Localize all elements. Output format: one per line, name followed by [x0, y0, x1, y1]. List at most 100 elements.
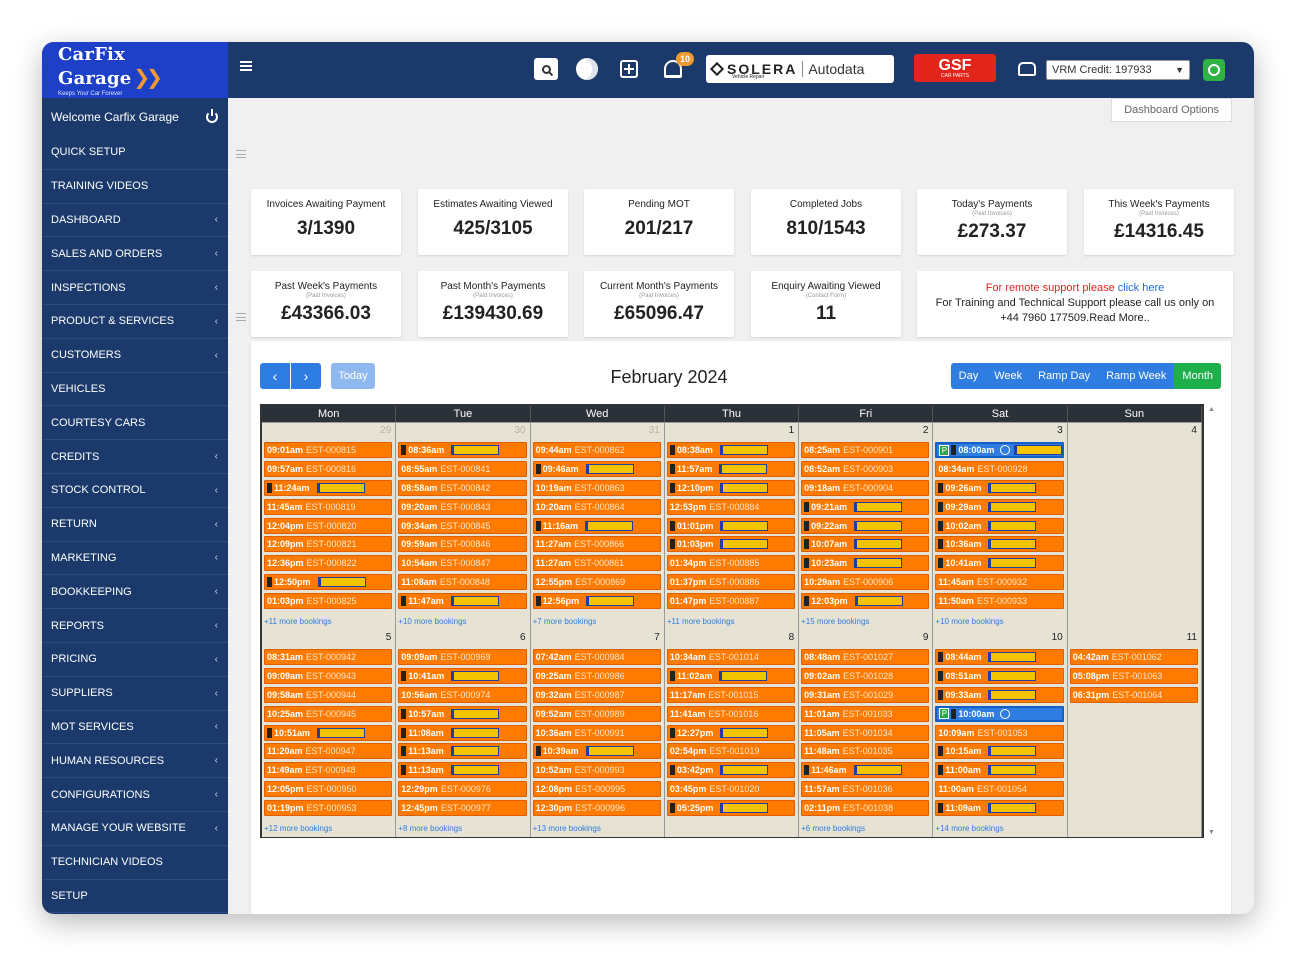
sidebar-item[interactable]: RETURN ‹ [42, 508, 228, 542]
booking-event[interactable]: 10:09am EST-001053 [935, 724, 1064, 741]
booking-event[interactable]: 11:17am EST-001015 [666, 686, 796, 703]
stat-card[interactable]: Past Month's Payments (Paid Invoices) £139… [418, 271, 568, 337]
booking-event[interactable]: 10:41am [398, 667, 527, 684]
more-bookings-link[interactable]: +15 more bookings [801, 617, 870, 626]
notification-bell-icon[interactable] [664, 60, 682, 78]
booking-event[interactable]: 12:55pm EST-000869 [532, 574, 661, 591]
sidebar-item[interactable]: PRICING ‹ [42, 643, 228, 677]
booking-event[interactable]: 09:22am [801, 517, 930, 534]
booking-event[interactable]: 11:16am [532, 517, 661, 534]
booking-event[interactable]: 01:03pm [666, 536, 796, 553]
booking-event[interactable]: 01:03pm EST-000825 [264, 593, 393, 610]
booking-event[interactable]: 01:37pm EST-000886 [666, 574, 796, 591]
sidebar-item[interactable]: TRAINING VIDEOS [42, 170, 228, 204]
booking-event[interactable]: 10:23am [801, 555, 930, 572]
booking-event[interactable]: 11:24am [264, 479, 393, 496]
booking-event[interactable]: 09:32am EST-000987 [532, 686, 661, 703]
booking-event[interactable]: 09:09am EST-000943 [264, 667, 393, 684]
more-bookings-link[interactable]: +12 more bookings [264, 824, 333, 833]
sidebar-item[interactable]: QUICK SETUP [42, 136, 228, 170]
sidebar-item[interactable]: SUPPLIERS ‹ [42, 677, 228, 711]
booking-event[interactable]: 09:01am EST-000815 [264, 442, 393, 458]
day-cell[interactable]: 10 08:44am 08:51am 09:33am P 10:00am 10:09am ES… [933, 630, 1068, 837]
booking-event[interactable]: 08:52am EST-000903 [801, 460, 930, 477]
day-cell[interactable]: 8 10:34am EST-001014 11:02am 11:17am EST-0010… [664, 630, 800, 837]
booking-event[interactable]: 08:51am [935, 667, 1064, 684]
booking-event[interactable]: 08:58am EST-000842 [398, 479, 527, 496]
more-bookings-link[interactable]: +11 more bookings [264, 617, 332, 626]
sidebar-item[interactable]: MOT SERVICES ‹ [42, 711, 228, 745]
dashboard-options-button[interactable]: Dashboard Options [1111, 98, 1232, 122]
booking-event[interactable]: 12:29pm EST-000976 [398, 781, 527, 798]
sidebar-item[interactable]: CREDITS ‹ [42, 440, 228, 474]
booking-event[interactable]: 09:29am [935, 498, 1064, 515]
sidebar-item[interactable]: BOOKKEEPING ‹ [42, 575, 228, 610]
booking-event[interactable]: 08:38am [666, 442, 796, 458]
booking-event[interactable]: 07:42am EST-000984 [532, 649, 661, 665]
booking-event[interactable]: 08:31am EST-000942 [264, 649, 393, 665]
more-bookings-link[interactable]: +10 more bookings [398, 617, 467, 626]
booking-event[interactable]: 12:09pm EST-000821 [264, 536, 393, 553]
sidebar-item[interactable]: CUSTOMERS ‹ [42, 339, 228, 373]
booking-event[interactable]: 11:45am EST-000932 [935, 574, 1064, 591]
booking-event[interactable]: 12:04pm EST-000820 [264, 517, 393, 534]
booking-event[interactable]: 08:55am EST-000841 [398, 460, 527, 477]
booking-event[interactable]: 11:46am [801, 762, 930, 779]
booking-event[interactable]: 11:01am EST-001033 [801, 705, 930, 722]
booking-event[interactable]: 10:25am EST-000945 [264, 705, 393, 722]
prev-month-button[interactable]: ‹ [260, 363, 290, 389]
booking-event[interactable]: 10:51am [264, 724, 393, 741]
menu-toggle-icon[interactable] [240, 61, 252, 71]
booking-event[interactable]: 08:36am [398, 442, 527, 458]
booking-event[interactable]: 10:36am [935, 536, 1064, 553]
booking-event[interactable]: 10:57am [398, 705, 527, 722]
search-button[interactable] [534, 58, 558, 80]
booking-event[interactable]: 10:07am [801, 536, 930, 553]
scroll-down-icon[interactable]: ▼ [1208, 829, 1215, 836]
booking-event[interactable]: 05:25pm [666, 800, 796, 817]
booking-event[interactable]: 08:25am EST-000901 [801, 442, 930, 458]
booking-event[interactable]: 10:20am EST-000864 [532, 498, 661, 515]
sidebar-item[interactable]: DASHBOARD ‹ [42, 204, 228, 238]
booking-event[interactable]: 10:41am [935, 555, 1064, 572]
booking-event[interactable]: 02:11pm EST-001038 [801, 800, 930, 817]
booking-event[interactable]: 10:54am EST-000847 [398, 555, 527, 572]
more-bookings-link[interactable]: +11 more bookings [666, 617, 735, 626]
booking-event[interactable]: 03:42pm [666, 762, 796, 779]
stat-card[interactable]: Completed Jobs 810/1543 [751, 189, 901, 255]
booking-event[interactable]: 09:31am EST-001029 [801, 686, 930, 703]
booking-event[interactable]: 09:26am [935, 479, 1064, 496]
booking-event[interactable]: 10:02am [935, 517, 1064, 534]
view-ramp-day-button[interactable]: Ramp Day [1030, 363, 1099, 389]
booking-event[interactable]: 06:31pm EST-001064 [1069, 686, 1198, 703]
booking-event[interactable]: 08:44am [935, 649, 1064, 665]
booking-event[interactable]: 10:34am EST-001014 [666, 649, 796, 665]
booking-event[interactable]: 10:15am [935, 743, 1064, 760]
booking-event[interactable]: 04:42am EST-001062 [1069, 649, 1198, 665]
stat-card[interactable]: Today's Payments (Paid Invoices) £273.37 [917, 189, 1067, 255]
whatsapp-button[interactable] [1203, 59, 1225, 81]
booking-event[interactable]: 09:57am EST-000816 [264, 460, 393, 477]
booking-event[interactable]: 12:03pm [801, 593, 930, 610]
booking-event[interactable]: 10:36am EST-000991 [532, 724, 661, 741]
day-cell[interactable]: 1 08:38am 11:57am 12:10pm 12:53pm EST-000884 0… [664, 423, 800, 630]
booking-event[interactable]: 09:59am EST-000846 [398, 536, 527, 553]
day-cell[interactable]: 5 08:31am EST-000942 09:09am EST-000943 09:58… [262, 630, 397, 837]
booking-event[interactable]: 09:34am EST-000845 [398, 517, 527, 534]
booking-event[interactable]: 11:00am [935, 762, 1064, 779]
booking-event[interactable]: 11:27am EST-000866 [532, 536, 661, 553]
next-month-button[interactable]: › [291, 363, 321, 389]
day-cell[interactable]: 3 P 08:00am 08:34am EST-000928 09:26am 09:29am… [933, 423, 1068, 630]
booking-event[interactable]: P 10:00am [935, 705, 1064, 722]
sidebar-item[interactable]: REPORTS ‹ [42, 609, 228, 643]
more-bookings-link[interactable]: +8 more bookings [398, 824, 463, 833]
day-cell[interactable]: 6 09:09am EST-000969 10:41am 10:56am EST-0009… [396, 630, 531, 837]
more-bookings-link[interactable]: +7 more bookings [532, 617, 597, 626]
stat-card[interactable]: This Week's Payments (Paid Invoices) £1431… [1084, 189, 1234, 255]
booking-event[interactable]: 10:29am EST-000906 [801, 574, 930, 591]
booking-event[interactable]: 11:08am EST-000848 [398, 574, 527, 591]
booking-event[interactable]: 01:34pm EST-000885 [666, 555, 796, 572]
gsf-button[interactable]: GSF CAR PARTS [914, 54, 996, 82]
booking-event[interactable]: 10:19am EST-000863 [532, 479, 661, 496]
theme-toggle-icon[interactable] [576, 58, 598, 80]
